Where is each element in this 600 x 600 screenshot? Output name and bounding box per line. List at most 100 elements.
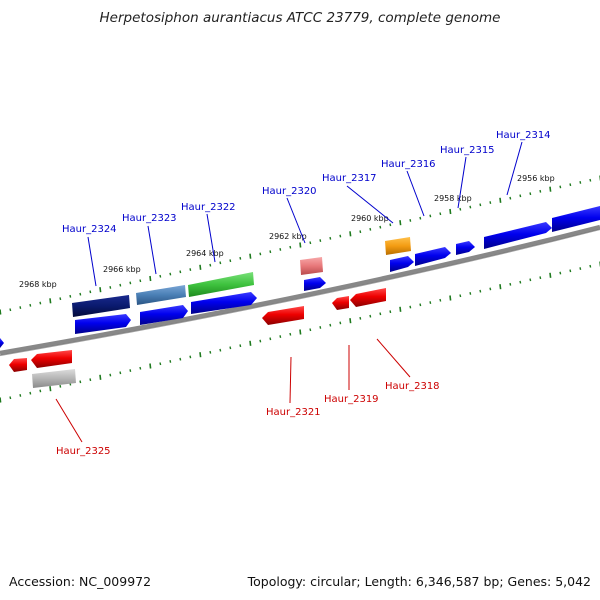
gene-haur-2315-forward[interactable]	[456, 241, 475, 255]
scale-tick-upper-0	[0, 309, 2, 315]
scale-tick-upper-48	[479, 203, 482, 207]
scale-tick-lower-39	[389, 310, 392, 314]
scale-tick-upper-37	[369, 227, 372, 231]
gene-label-haur-2322[interactable]: Haur_2322	[181, 202, 236, 213]
scale-tick-upper-22	[219, 261, 222, 265]
scale-tick-upper-31	[309, 241, 312, 245]
scale-tick-lower-0	[0, 397, 2, 403]
scale-tick-lower-16	[159, 362, 162, 366]
gene-haur-2317-forward[interactable]	[390, 256, 414, 272]
gene-haur-2318-reverse[interactable]	[350, 288, 386, 307]
scale-label-2964: 2964 kbp	[186, 249, 224, 258]
scale-tick-lower-25	[249, 340, 252, 346]
scale-tick-lower-40	[399, 306, 402, 312]
scale-tick-lower-28	[279, 335, 282, 338]
scale-tick-upper-43	[429, 214, 432, 218]
feature-haur-2317-orange[interactable]	[385, 237, 411, 255]
gene-label-haur-2317[interactable]: Haur_2317	[322, 173, 377, 184]
scale-tick-upper-56	[559, 185, 562, 189]
scale-tick-upper-15	[149, 275, 152, 282]
scale-tick-lower-51	[509, 282, 512, 286]
scale-tick-upper-20	[199, 264, 202, 270]
scale-tick-upper-38	[379, 225, 382, 229]
gene-haur-2325-reverse[interactable]	[31, 350, 72, 368]
gene-haur-2314-forward[interactable]	[484, 222, 552, 249]
scale-tick-upper-40	[399, 220, 402, 226]
scale-tick-lower-15	[149, 363, 152, 369]
scale-tick-upper-30	[299, 242, 302, 248]
scale-tick-upper-51	[509, 196, 512, 200]
scale-tick-lower-32	[319, 326, 322, 329]
feature-haur-2325-gray[interactable]	[32, 369, 76, 388]
gene-label-haur-2315[interactable]: Haur_2315	[440, 145, 495, 156]
map-title: Herpetosiphon aurantiacus ATCC 23779, co…	[99, 10, 501, 26]
genome-backbone-shadow	[0, 228, 600, 357]
scale-tick-lower-21	[209, 350, 212, 354]
scale-tick-lower-2	[19, 394, 22, 397]
label-leaders-upper	[87, 141, 523, 287]
gene-haur-2316-forward[interactable]	[415, 247, 451, 266]
scale-tick-upper-39	[389, 223, 392, 227]
scale-tick-lower-26	[259, 339, 262, 343]
gene-label-haur-2314[interactable]: Haur_2314	[496, 130, 551, 141]
scale-tick-upper-25	[249, 253, 252, 259]
scale-tick-upper-19	[189, 268, 192, 271]
scale-tick-lower-41	[409, 305, 412, 309]
gene-haur-2323-forward[interactable]	[140, 305, 188, 325]
scale-tick-lower-33	[329, 323, 332, 327]
gene-label-haur-2320[interactable]: Haur_2320	[262, 186, 317, 197]
gene-label-haur-2316[interactable]: Haur_2316	[381, 159, 436, 170]
gene-haur-2320-forward[interactable]	[304, 277, 326, 291]
gene-haur-2326-forward[interactable]	[0, 338, 4, 348]
gene-label-haur-2323[interactable]: Haur_2323	[122, 213, 177, 224]
scale-tick-lower-42	[419, 303, 422, 307]
gene-haur-2321-reverse[interactable]	[262, 306, 304, 325]
scale-tick-upper-7	[69, 294, 72, 298]
gene-haur-2319-reverse[interactable]	[332, 296, 349, 310]
scale-tick-upper-33	[329, 236, 332, 240]
scale-label-2958: 2958 kbp	[434, 194, 472, 203]
scale-tick-lower-35	[349, 318, 352, 324]
feature-haur-2323-steel[interactable]	[136, 285, 186, 305]
scale-tick-upper-34	[339, 234, 342, 238]
gene-haur-2326-reverse[interactable]	[9, 358, 27, 372]
scale-tick-upper-16	[159, 274, 162, 278]
scale-tick-lower-43	[429, 301, 432, 304]
scale-ticks-lower	[0, 261, 600, 403]
gene-label-haur-2324[interactable]: Haur_2324	[62, 224, 117, 235]
scale-tick-lower-24	[239, 344, 242, 348]
feature-haur-2322-green[interactable]	[188, 272, 254, 297]
scale-tick-upper-9	[89, 290, 92, 294]
scale-tick-lower-11	[109, 373, 112, 377]
scale-label-2956: 2956 kbp	[517, 174, 555, 183]
scale-label-2966: 2966 kbp	[103, 265, 141, 274]
scale-tick-lower-34	[339, 321, 342, 325]
gene-haur-2324-forward[interactable]	[75, 314, 131, 334]
feature-haur-2324-navy[interactable]	[72, 295, 130, 317]
scale-tick-upper-29	[289, 245, 292, 249]
gene-label-haur-2318[interactable]: Haur_2318	[385, 381, 440, 392]
scale-tick-lower-50	[499, 284, 502, 290]
genome-stats-label: Topology: circular; Length: 6,346,587 bp…	[247, 574, 591, 589]
scale-tick-upper-47	[469, 205, 472, 209]
scale-tick-upper-50	[499, 197, 502, 203]
gene-label-haur-2321[interactable]: Haur_2321	[266, 407, 321, 418]
feature-haur-2320-pink[interactable]	[300, 257, 323, 275]
scale-tick-upper-14	[139, 279, 142, 283]
scale-tick-lower-31	[309, 328, 312, 332]
label-leaders-lower	[55, 338, 411, 443]
gene-label-haur-2325[interactable]: Haur_2325	[56, 446, 111, 457]
scale-tick-lower-30	[299, 329, 302, 335]
scale-tick-lower-37	[369, 314, 372, 318]
scale-tick-upper-58	[579, 181, 582, 184]
scale-tick-upper-17	[169, 272, 172, 276]
gene-haur-2313-forward[interactable]	[552, 206, 600, 232]
scale-tick-upper-54	[539, 189, 542, 193]
scale-ticks-upper	[0, 175, 600, 315]
genome-backbone	[0, 224, 600, 356]
scale-tick-lower-52	[519, 280, 522, 284]
gene-haur-2322-forward[interactable]	[191, 292, 257, 314]
scale-tick-upper-3	[29, 303, 32, 307]
scale-tick-lower-17	[169, 360, 172, 363]
gene-label-haur-2319[interactable]: Haur_2319	[324, 394, 379, 405]
